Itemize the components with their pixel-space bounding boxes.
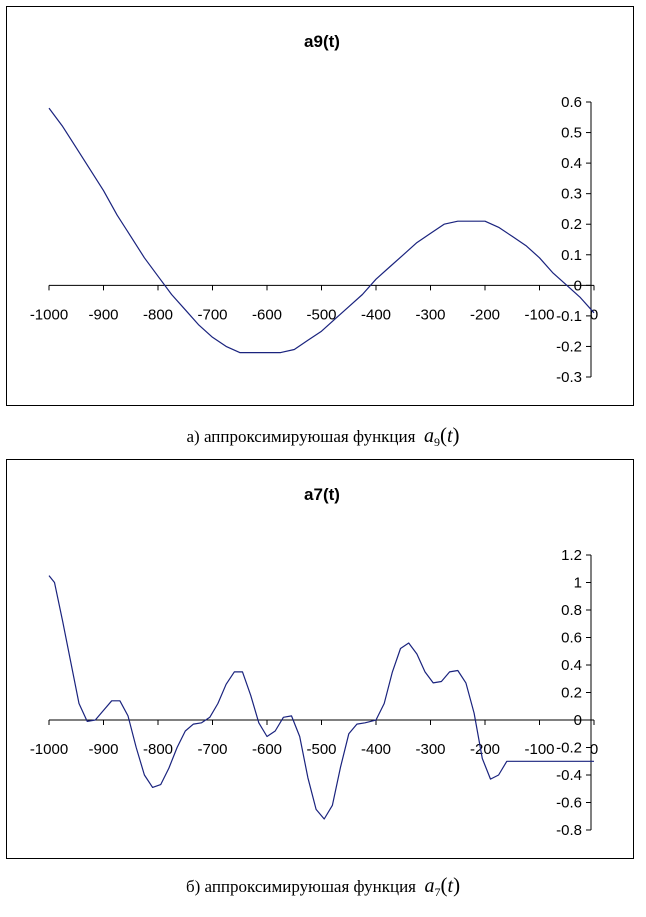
y-tick-label: -0.3 [556,369,582,386]
y-tick-label: -0.1 [556,308,582,325]
x-tick-label: -1000 [30,741,68,758]
x-tick-label: -800 [143,306,173,323]
y-tick-label: 0.5 [561,125,582,142]
x-tick-label: -900 [88,306,118,323]
y-tick-label: 0 [574,712,582,729]
y-tick-label: 0.8 [561,602,582,619]
x-tick-label: -700 [197,741,227,758]
chart-a9: a9(t)-1000 -900 -800 -700 -600 -500 -400 -300 -2… [30,32,598,386]
y-tick-label: 0.1 [561,247,582,264]
x-tick-label: -600 [252,306,282,323]
y-tick-label: 0.2 [561,216,582,233]
x-tick-label: -500 [306,741,336,758]
x-tick-label: -400 [361,741,391,758]
y-tick-label: 1 [574,575,582,592]
chart-panel-a7: a7(t) -1000 -900 -800 -700 -600 -500 -400 -300 -2… [6,459,634,859]
x-tick-label: -1000 [30,306,68,323]
y-tick-label: -0.2 [556,740,582,757]
y-tick-label: 0.4 [561,155,582,172]
y-tick-label: 1.2 [561,547,582,564]
series-line-0 [48,575,594,820]
caption-a-close: ) [452,423,460,447]
caption-b-var: a [424,875,435,897]
x-tick-label: -800 [143,741,173,758]
caption-a: а) аппроксимируюшая функция a9(t) [0,423,646,450]
x-tick-label: -100 [524,741,554,758]
y-tick-label: 0.6 [561,630,582,647]
chart-a7: a7(t)-1000 -900 -800 -700 -600 -500 -400 -300 -2… [30,485,598,839]
chart-title: a9(t) [304,32,340,51]
caption-b-sub: 7 [434,885,441,899]
caption-b-text: б) аппроксимируюшая функция [185,877,416,896]
caption-a-var: a [423,425,434,447]
y-tick-label: 0.3 [561,186,582,203]
x-tick-label: -500 [306,306,336,323]
y-tick-label: 0 [574,277,582,294]
x-tick-label: -400 [361,306,391,323]
x-tick-label: -100 [524,306,554,323]
x-tick-label: -900 [88,741,118,758]
caption-b: б) аппроксимируюшая функция a7(t) [0,873,646,900]
caption-a-arg: t [446,425,453,447]
x-tick-label: -300 [415,306,445,323]
caption-b-arg: t [447,875,454,897]
y-tick-label: 0.4 [561,657,582,674]
x-tick-label: -700 [197,306,227,323]
caption-a-open: ( [439,423,447,447]
caption-b-close: ) [453,873,461,897]
y-tick-label: -0.6 [556,795,582,812]
caption-a-text: а) аппроксимируюшая функция [186,427,416,446]
x-tick-label: -600 [252,741,282,758]
x-tick-label: 0 [590,741,598,758]
series-line-0 [48,107,595,354]
y-tick-label: 0.2 [561,685,582,702]
y-tick-label: -0.2 [556,338,582,355]
x-tick-label: -300 [415,741,445,758]
chart-title: a7(t) [304,485,340,504]
chart-panel-a9: a9(t) -1000 -900 -800 -700 -600 -500 -400 -300 -2… [6,6,634,406]
y-tick-label: -0.4 [556,767,582,784]
caption-a-sub: 9 [433,435,440,449]
y-tick-label: -0.8 [556,822,582,839]
x-tick-label: 0 [590,306,598,323]
x-tick-label: -200 [470,306,500,323]
x-tick-label: -200 [470,741,500,758]
caption-b-open: ( [440,873,448,897]
y-tick-label: 0.6 [561,94,582,111]
